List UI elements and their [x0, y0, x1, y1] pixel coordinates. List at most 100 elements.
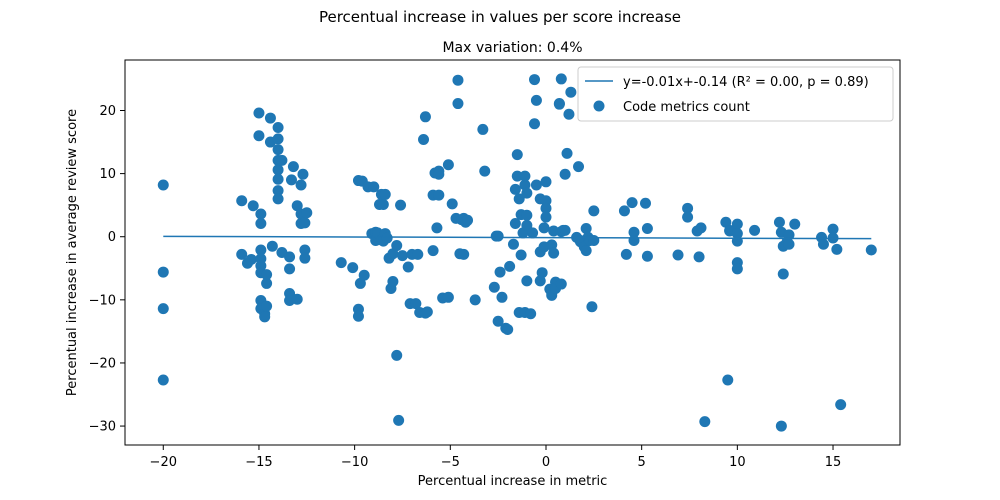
data-point: [284, 263, 296, 275]
data-point: [530, 179, 542, 191]
data-point: [157, 266, 169, 278]
data-point: [525, 308, 537, 320]
data-point: [381, 232, 393, 244]
data-point: [513, 193, 525, 205]
data-point: [521, 187, 533, 199]
data-point: [492, 230, 504, 242]
y-tick-label: −30: [89, 420, 116, 435]
data-point: [534, 275, 546, 287]
data-point: [515, 249, 527, 261]
data-point: [245, 253, 257, 265]
data-point: [509, 183, 521, 195]
legend-series-label: Code metrics count: [623, 100, 750, 115]
data-point: [511, 170, 523, 182]
data-point: [588, 205, 600, 217]
data-point: [626, 197, 638, 209]
data-point: [559, 168, 571, 180]
data-point: [291, 200, 303, 212]
x-tick-label: −10: [341, 455, 368, 470]
data-point: [527, 227, 539, 239]
data-point: [620, 248, 632, 260]
data-point: [529, 118, 541, 130]
data-point: [536, 267, 548, 279]
data-point: [492, 315, 504, 327]
data-point: [827, 223, 839, 235]
data-point: [352, 310, 364, 322]
x-tick-label: 0: [542, 455, 550, 470]
legend-fit-line-label: y=-0.01x+-0.14 (R² = 0.00, p = 0.89): [623, 75, 869, 90]
data-point: [301, 207, 313, 219]
data-point: [261, 277, 273, 289]
data-point: [731, 228, 743, 240]
x-tick-label: −20: [150, 455, 177, 470]
x-tick-label: 15: [825, 455, 842, 470]
data-point: [255, 208, 267, 220]
data-point: [427, 245, 439, 257]
data-point: [368, 181, 380, 193]
data-point: [588, 235, 600, 247]
data-point: [236, 195, 248, 207]
data-point: [507, 238, 519, 250]
data-point: [555, 278, 567, 290]
data-point: [699, 416, 711, 428]
data-point: [272, 185, 284, 197]
data-point: [287, 161, 299, 173]
data-point: [295, 179, 307, 191]
data-point: [255, 244, 267, 256]
data-point: [299, 244, 311, 256]
legend-box: [577, 66, 894, 122]
data-point: [255, 217, 267, 229]
data-point: [272, 193, 284, 205]
data-point: [511, 149, 523, 161]
data-point: [777, 268, 789, 280]
x-tick-label: 10: [729, 455, 746, 470]
y-axis-label: Percentual increase in average review sc…: [65, 109, 80, 396]
data-point: [284, 251, 296, 263]
data-point: [479, 165, 491, 177]
data-point: [477, 123, 489, 135]
data-point: [783, 238, 795, 250]
data-point: [695, 222, 707, 234]
chart-suptitle: Percentual increase in values per score …: [319, 8, 681, 26]
x-tick-label: −5: [441, 455, 460, 470]
data-point: [236, 248, 248, 260]
data-point: [682, 211, 694, 223]
y-tick-label: −10: [89, 293, 116, 308]
data-point: [540, 202, 552, 214]
data-point: [157, 374, 169, 386]
data-point: [561, 147, 573, 159]
data-point: [157, 179, 169, 191]
data-point: [272, 122, 284, 134]
data-point: [462, 214, 474, 226]
data-point: [553, 98, 565, 110]
data-point: [433, 189, 445, 201]
data-point: [412, 248, 424, 260]
y-tick-label: 10: [99, 167, 116, 182]
data-point: [586, 301, 598, 313]
data-point: [285, 174, 297, 186]
data-point: [641, 250, 653, 262]
data-point: [641, 223, 653, 235]
data-point: [431, 222, 443, 234]
data-point: [559, 224, 571, 236]
data-point: [521, 275, 533, 287]
data-point: [540, 211, 552, 223]
data-point: [299, 217, 311, 229]
data-point: [458, 248, 470, 260]
data-point: [496, 291, 508, 303]
data-point: [565, 86, 577, 98]
y-tick-label: −20: [89, 356, 116, 371]
data-point: [253, 130, 265, 142]
data-point: [749, 224, 761, 236]
data-point: [347, 262, 359, 274]
data-point: [731, 263, 743, 275]
data-point: [628, 235, 640, 247]
fit-line-layer: [163, 235, 872, 240]
x-axis-ticks: −20 −15 −10 −5 0 5 10 15: [150, 445, 842, 470]
data-point: [266, 240, 278, 252]
data-point: [682, 202, 694, 214]
y-tick-label: 20: [99, 104, 116, 119]
data-point: [259, 311, 271, 323]
data-point: [773, 216, 785, 228]
data-point: [276, 154, 288, 166]
